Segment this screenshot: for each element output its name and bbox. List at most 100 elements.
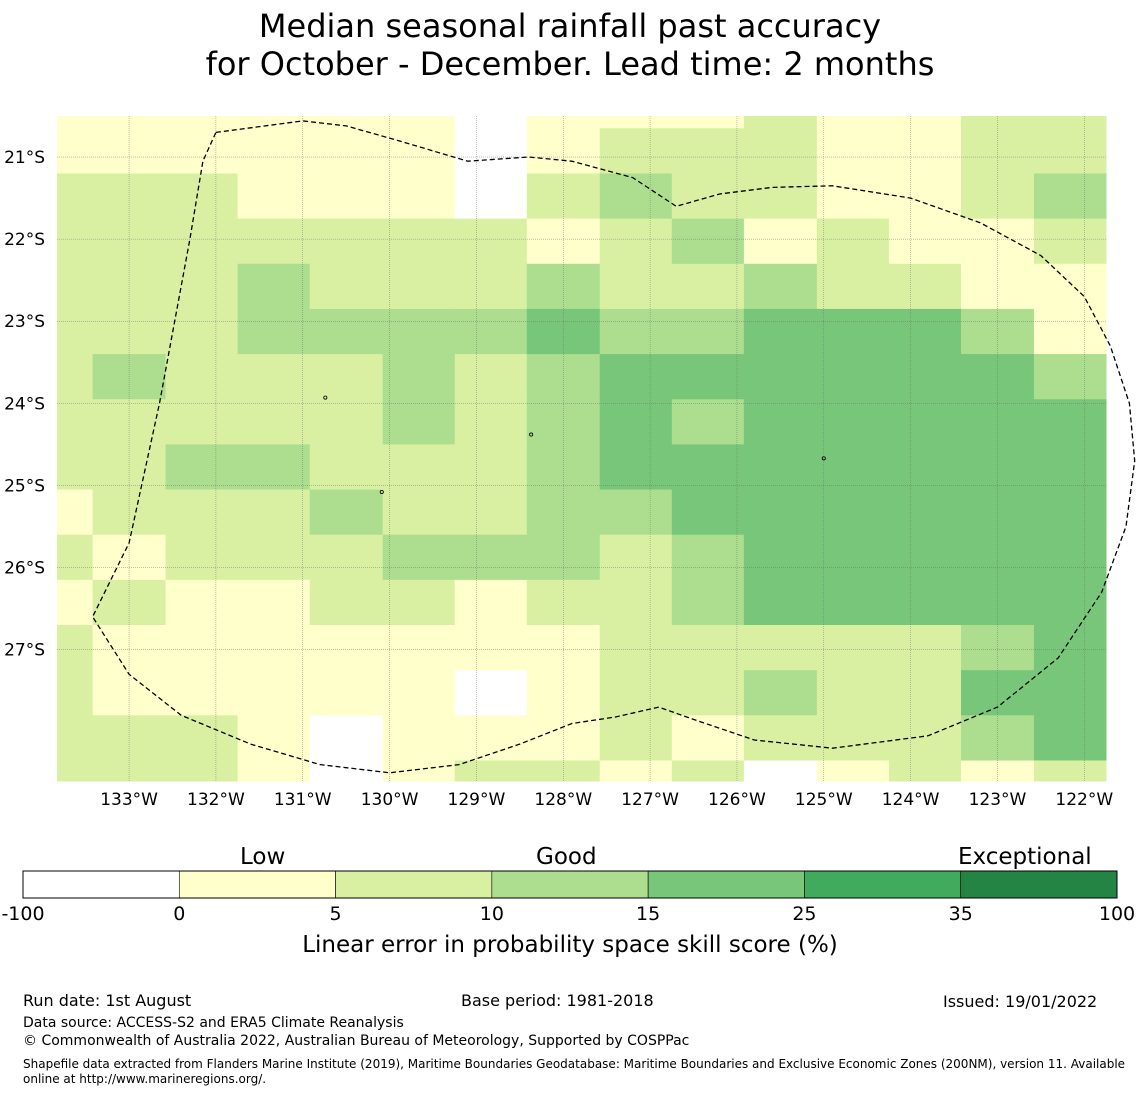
grid-cell: [454, 218, 528, 265]
colorbar-segment: [335, 870, 493, 899]
grid-cell: [526, 444, 601, 491]
grid-cell: [165, 489, 239, 536]
colorbar-tick-label: 15: [636, 903, 661, 925]
grid-cell: [960, 444, 1035, 491]
grid-cell: [1033, 534, 1107, 581]
run-date: Run date: 1st August: [23, 991, 192, 1010]
grid-cell: [454, 308, 528, 355]
grid-cell: [382, 444, 456, 491]
longitude-label: 130°W: [361, 790, 419, 810]
grid-cell: [888, 489, 962, 536]
grid-cell: [454, 263, 528, 310]
grid-cell: [382, 354, 456, 400]
grid-cell: [816, 670, 890, 716]
grid-cell: [816, 444, 890, 491]
grid-cell: [599, 444, 673, 491]
grid-cell: [743, 534, 818, 581]
map-title-line1: Median seasonal rainfall past accuracy: [258, 7, 882, 45]
grid-cell: [309, 128, 384, 174]
colorbar-tick-label: 5: [329, 903, 342, 925]
grid-cell: [237, 444, 311, 491]
grid-cell: [57, 308, 94, 355]
grid-cell: [237, 670, 311, 716]
grid-cell: [743, 128, 818, 174]
shapefile-credit-line2: online at http://www.marineregions.org/.: [23, 1072, 267, 1086]
grid-cell: [57, 444, 94, 491]
grid-cell: [599, 489, 673, 536]
grid-cell: [454, 489, 528, 536]
grid-cell: [671, 399, 745, 445]
grid-cell: [888, 670, 962, 716]
grid-cell: [671, 579, 745, 626]
grid-cell: [816, 116, 890, 129]
latitude-labels: 21°S 22°S 23°S 24°S 25°S 26°S 27°S: [4, 148, 45, 661]
grid-cell: [888, 128, 962, 174]
colorbar-segment: [491, 870, 649, 899]
colorbar-tick-label: 25: [792, 903, 817, 925]
skill-map: 133°W 132°W 131°W 130°W 129°W 128°W 127°W 126°W…: [4, 116, 1136, 810]
grid-cell: [454, 670, 528, 716]
longitude-label: 127°W: [621, 790, 679, 810]
latitude-label: 26°S: [4, 559, 45, 579]
grid-cell: [960, 534, 1035, 581]
grid-cell: [309, 625, 384, 671]
grid-cell: [671, 308, 745, 355]
grid-cell: [1033, 444, 1107, 491]
grid-cell: [671, 173, 745, 220]
colorbar-segment: [178, 870, 336, 899]
grid-cell: [671, 625, 745, 671]
latitude-label: 25°S: [4, 476, 45, 496]
grid-cell: [671, 218, 745, 265]
grid-cell: [382, 579, 456, 626]
grid-cell: [816, 173, 890, 220]
grid-cell: [1033, 760, 1107, 782]
grid-cell: [599, 760, 673, 782]
grid-cell: [57, 670, 94, 716]
grid-cell: [816, 308, 890, 355]
grid-cell: [92, 218, 167, 265]
grid-cell: [960, 308, 1035, 355]
island-marker: [323, 395, 328, 400]
grid-cell: [165, 218, 239, 265]
grid-cell: [309, 354, 384, 400]
colorbar-segment: [647, 870, 805, 899]
grid-cell: [237, 715, 311, 761]
grid-cell: [816, 128, 890, 174]
grid-cell: [888, 116, 962, 129]
longitude-label: 124°W: [882, 790, 940, 810]
grid-cell: [165, 534, 239, 581]
island-marker: [529, 432, 534, 437]
grid-cell: [526, 625, 601, 671]
grid-cell: [1033, 625, 1107, 671]
grid-cell: [165, 116, 239, 129]
grid-cell: [165, 173, 239, 220]
grid-cell: [165, 670, 239, 716]
shapefile-credit-line1: Shapefile data extracted from Flanders M…: [23, 1057, 1126, 1071]
grid-cell: [454, 173, 528, 220]
grid-cell: [57, 579, 94, 626]
grid-cell: [816, 489, 890, 536]
latitude-label: 24°S: [4, 394, 45, 414]
grid-cell: [57, 625, 94, 671]
grid-cell: [599, 399, 673, 445]
grid-cell: [599, 579, 673, 626]
grid-cell: [237, 173, 311, 220]
grid-cell: [743, 218, 818, 265]
grid-cell: [237, 760, 311, 782]
island-marker: [821, 456, 826, 461]
grid-cell: [888, 715, 962, 761]
grid-cell: [671, 715, 745, 761]
eez-boundary: [91, 120, 1136, 774]
grid-cell: [671, 444, 745, 491]
grid-cell: [237, 579, 311, 626]
grid-cell: [382, 760, 456, 782]
grid-cell: [454, 128, 528, 174]
grid-cell: [816, 354, 890, 400]
grid-cell: [165, 760, 239, 782]
grid-cell: [816, 625, 890, 671]
grid-cell: [309, 534, 384, 581]
grid-cell: [237, 128, 311, 174]
grid-cell: [671, 670, 745, 716]
grid-cell: [743, 670, 818, 716]
colorbar-title: Linear error in probability space skill …: [302, 932, 838, 958]
